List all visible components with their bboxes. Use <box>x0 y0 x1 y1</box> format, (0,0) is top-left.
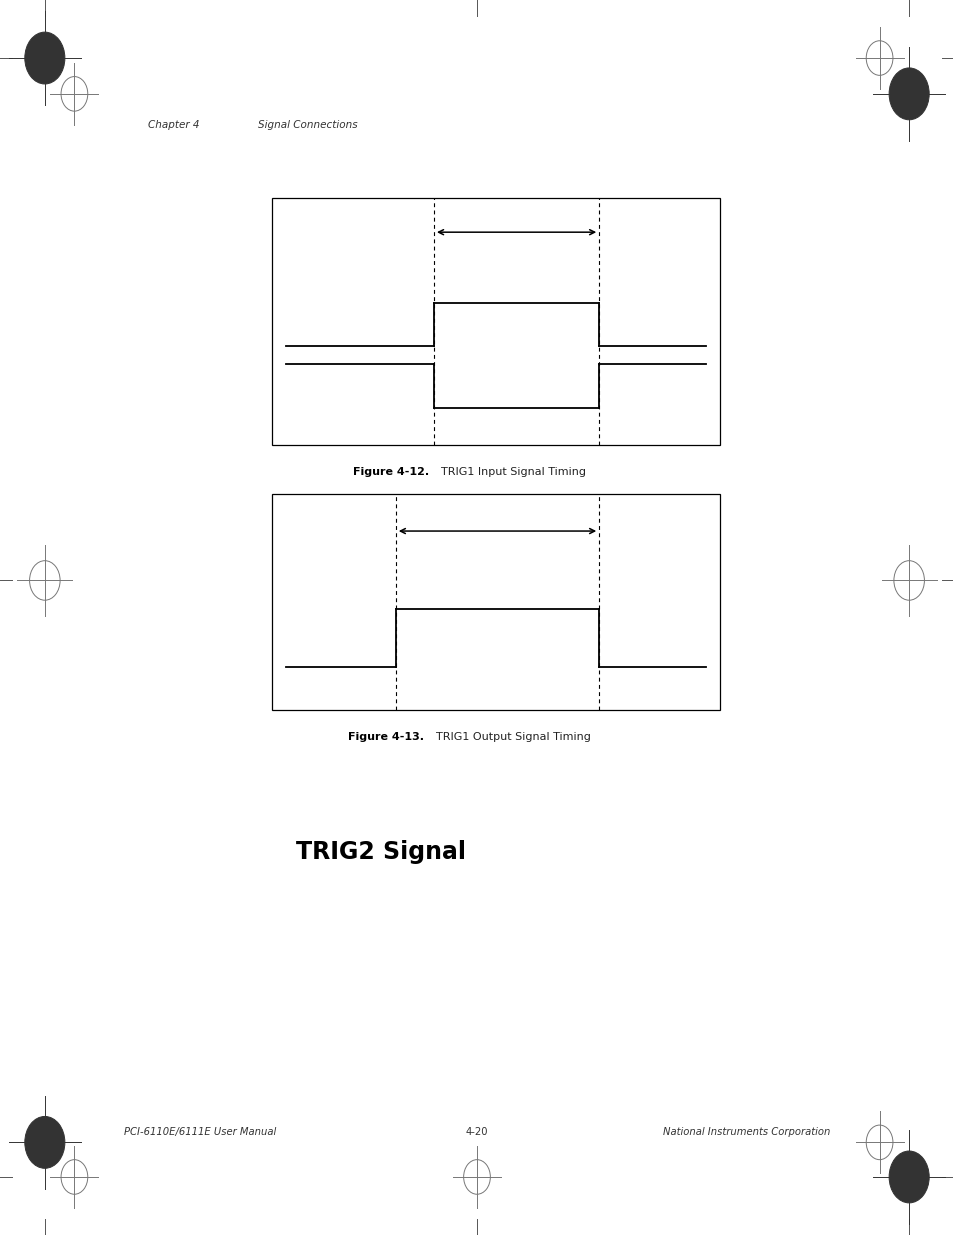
Circle shape <box>25 32 65 84</box>
Text: TRIG2 Signal: TRIG2 Signal <box>295 840 465 864</box>
Text: Signal Connections: Signal Connections <box>257 120 356 130</box>
Circle shape <box>888 68 928 120</box>
Text: TRIG1 Input Signal Timing: TRIG1 Input Signal Timing <box>440 467 585 477</box>
Text: National Instruments Corporation: National Instruments Corporation <box>662 1128 829 1137</box>
Text: Figure 4-13.: Figure 4-13. <box>348 732 424 742</box>
Text: PCI-6110E/6111E User Manual: PCI-6110E/6111E User Manual <box>124 1128 276 1137</box>
Text: Figure 4-12.: Figure 4-12. <box>353 467 429 477</box>
Circle shape <box>888 1151 928 1203</box>
Bar <box>272 494 720 710</box>
Text: 4-20: 4-20 <box>465 1128 488 1137</box>
Circle shape <box>25 1116 65 1168</box>
Text: TRIG1 Output Signal Timing: TRIG1 Output Signal Timing <box>436 732 590 742</box>
Text: Chapter 4: Chapter 4 <box>148 120 199 130</box>
Bar <box>272 198 720 445</box>
